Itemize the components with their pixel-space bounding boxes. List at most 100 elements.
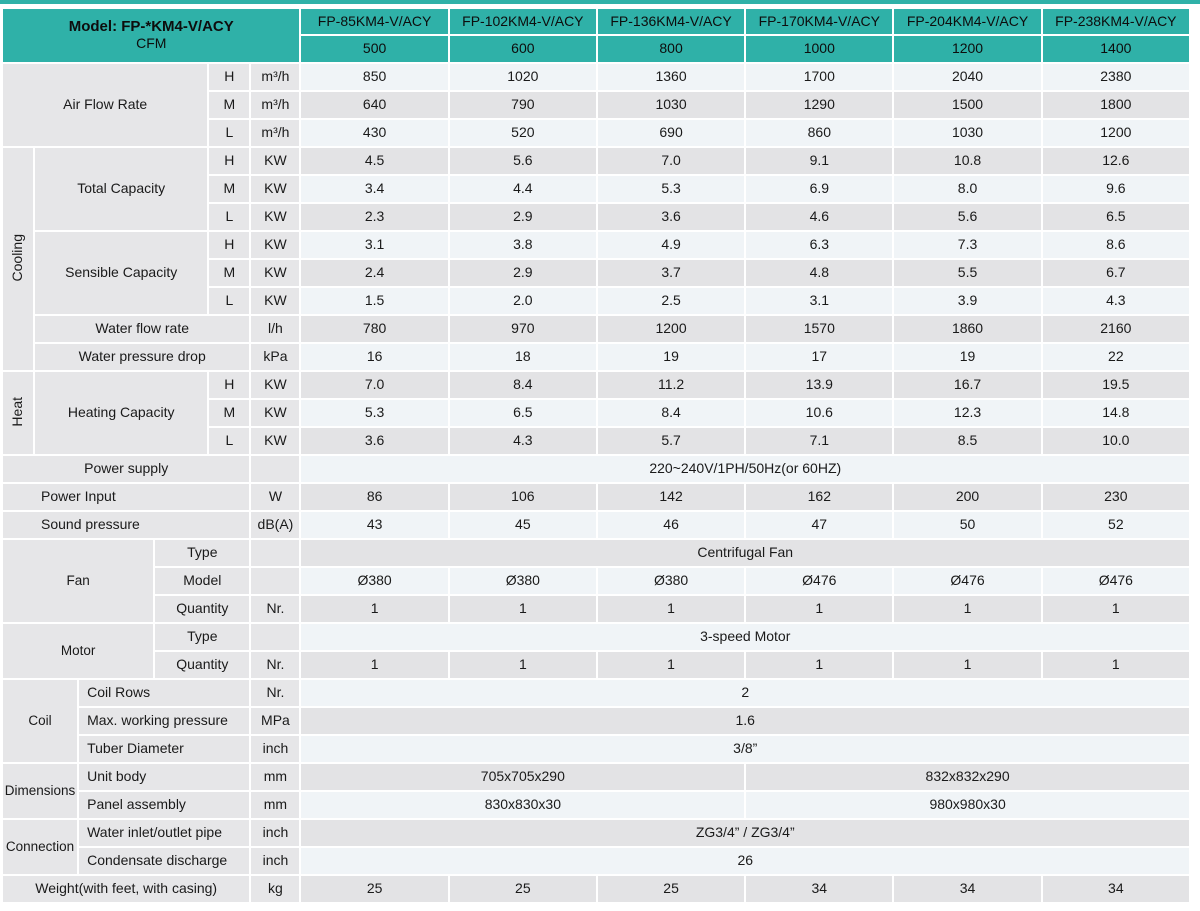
value-cell: 1 xyxy=(746,652,893,678)
value-cell: 8.6 xyxy=(1042,232,1189,258)
value-cell: 2040 xyxy=(894,64,1041,90)
unit-cell: KW xyxy=(251,428,300,454)
speed-cell: H xyxy=(209,372,250,398)
value-cell: 2380 xyxy=(1042,64,1189,90)
value-cell: 25 xyxy=(301,876,448,902)
row-label-coil-rows: Coil Rows xyxy=(79,680,250,706)
unit-cell: Nr. xyxy=(251,596,300,622)
value-cell: 1 xyxy=(746,596,893,622)
unit-cell: KW xyxy=(251,232,300,258)
value-cell: 1030 xyxy=(597,92,745,118)
value-cell: 3.1 xyxy=(301,232,448,258)
value-cell: 640 xyxy=(301,92,448,118)
unit-cell xyxy=(251,540,300,566)
value-cell: 5.6 xyxy=(894,204,1041,230)
value-cell: 3-speed Motor xyxy=(301,624,1189,650)
value-cell: 1 xyxy=(449,652,596,678)
speed-cell: H xyxy=(209,232,250,258)
value-cell: Ø380 xyxy=(301,568,448,594)
row-label-fan-type: Type xyxy=(155,540,250,566)
column-header: FP-238KM4-V/ACY xyxy=(1042,9,1189,34)
unit-cell: m³/h xyxy=(251,120,300,146)
section-label-motor: Motor xyxy=(3,624,154,678)
value-cell: 200 xyxy=(894,484,1041,510)
value-cell: 230 xyxy=(1042,484,1189,510)
value-cell: 7.1 xyxy=(746,428,893,454)
row-label-power-supply: Power supply xyxy=(3,456,250,482)
unit-cell xyxy=(251,624,300,650)
value-cell: 1 xyxy=(301,596,448,622)
value-cell: 47 xyxy=(746,512,893,538)
section-label-connection: Connection xyxy=(3,820,78,874)
section-label-dimensions: Dimensions xyxy=(3,764,78,818)
value-cell: 7.3 xyxy=(894,232,1041,258)
unit-cell: inch xyxy=(251,736,300,762)
value-cell: 18 xyxy=(449,344,596,370)
value-cell: 980x980x30 xyxy=(746,792,1189,818)
unit-cell: kPa xyxy=(251,344,300,370)
model-header-block: Model: FP-*KM4-V/ACY CFM xyxy=(3,9,300,62)
value-cell: 8.5 xyxy=(894,428,1041,454)
value-cell: Ø476 xyxy=(746,568,893,594)
value-cell: 3.9 xyxy=(894,288,1041,314)
value-cell: 8.0 xyxy=(894,176,1041,202)
row-label-power-input: Power Input xyxy=(3,484,250,510)
value-cell: 2.4 xyxy=(301,260,448,286)
value-cell: 5.5 xyxy=(894,260,1041,286)
value-cell: 16 xyxy=(301,344,448,370)
value-cell: 8.4 xyxy=(597,400,745,426)
speed-cell: M xyxy=(209,260,250,286)
speed-cell: L xyxy=(209,204,250,230)
value-cell: 3.8 xyxy=(449,232,596,258)
unit-cell: KW xyxy=(251,204,300,230)
value-cell: 2.9 xyxy=(449,204,596,230)
value-cell: 1290 xyxy=(746,92,893,118)
unit-cell: KW xyxy=(251,372,300,398)
row-label-sound-pressure: Sound pressure xyxy=(3,512,250,538)
row-label-water-flow-rate: Water flow rate xyxy=(35,316,250,342)
value-cell: 1 xyxy=(1042,596,1189,622)
value-cell: 13.9 xyxy=(746,372,893,398)
value-cell: 4.9 xyxy=(597,232,745,258)
section-label-heat: Heat xyxy=(3,372,34,454)
value-cell: 6.5 xyxy=(1042,204,1189,230)
value-cell: 16.7 xyxy=(894,372,1041,398)
row-label-motor-type: Type xyxy=(155,624,250,650)
value-cell: 162 xyxy=(746,484,893,510)
value-cell: 860 xyxy=(746,120,893,146)
column-header: FP-136KM4-V/ACY xyxy=(597,9,745,34)
value-cell: 1.5 xyxy=(301,288,448,314)
value-cell: 1360 xyxy=(597,64,745,90)
value-cell: 6.5 xyxy=(449,400,596,426)
value-cell: 10.8 xyxy=(894,148,1041,174)
value-cell: 220~240V/1PH/50Hz(or 60HZ) xyxy=(301,456,1189,482)
row-label-fan-model: Model xyxy=(155,568,250,594)
value-cell: 19 xyxy=(597,344,745,370)
value-cell: 25 xyxy=(597,876,745,902)
cfm-value: 1200 xyxy=(894,36,1041,62)
value-cell: 5.7 xyxy=(597,428,745,454)
value-cell: 19 xyxy=(894,344,1041,370)
row-label-water-pressure-drop: Water pressure drop xyxy=(35,344,250,370)
value-cell: 6.7 xyxy=(1042,260,1189,286)
value-cell: ZG3/4” / ZG3/4” xyxy=(301,820,1189,846)
value-cell: 11.2 xyxy=(597,372,745,398)
unit-cell: KW xyxy=(251,288,300,314)
value-cell: 14.8 xyxy=(1042,400,1189,426)
value-cell: 26 xyxy=(301,848,1189,874)
value-cell: Centrifugal Fan xyxy=(301,540,1189,566)
value-cell: 4.3 xyxy=(1042,288,1189,314)
model-label: Model: FP-*KM4-V/ACY xyxy=(68,18,234,36)
value-cell: 790 xyxy=(449,92,596,118)
unit-cell: inch xyxy=(251,820,300,846)
value-cell: 1 xyxy=(597,596,745,622)
speed-cell: H xyxy=(209,64,250,90)
row-label-fan-quantity: Quantity xyxy=(155,596,250,622)
value-cell: Ø380 xyxy=(597,568,745,594)
unit-cell: MPa xyxy=(251,708,300,734)
speed-cell: M xyxy=(209,92,250,118)
value-cell: 830x830x30 xyxy=(301,792,745,818)
row-label-heating-capacity: Heating Capacity xyxy=(35,372,208,454)
value-cell: 3.7 xyxy=(597,260,745,286)
cfm-value: 1400 xyxy=(1042,36,1189,62)
